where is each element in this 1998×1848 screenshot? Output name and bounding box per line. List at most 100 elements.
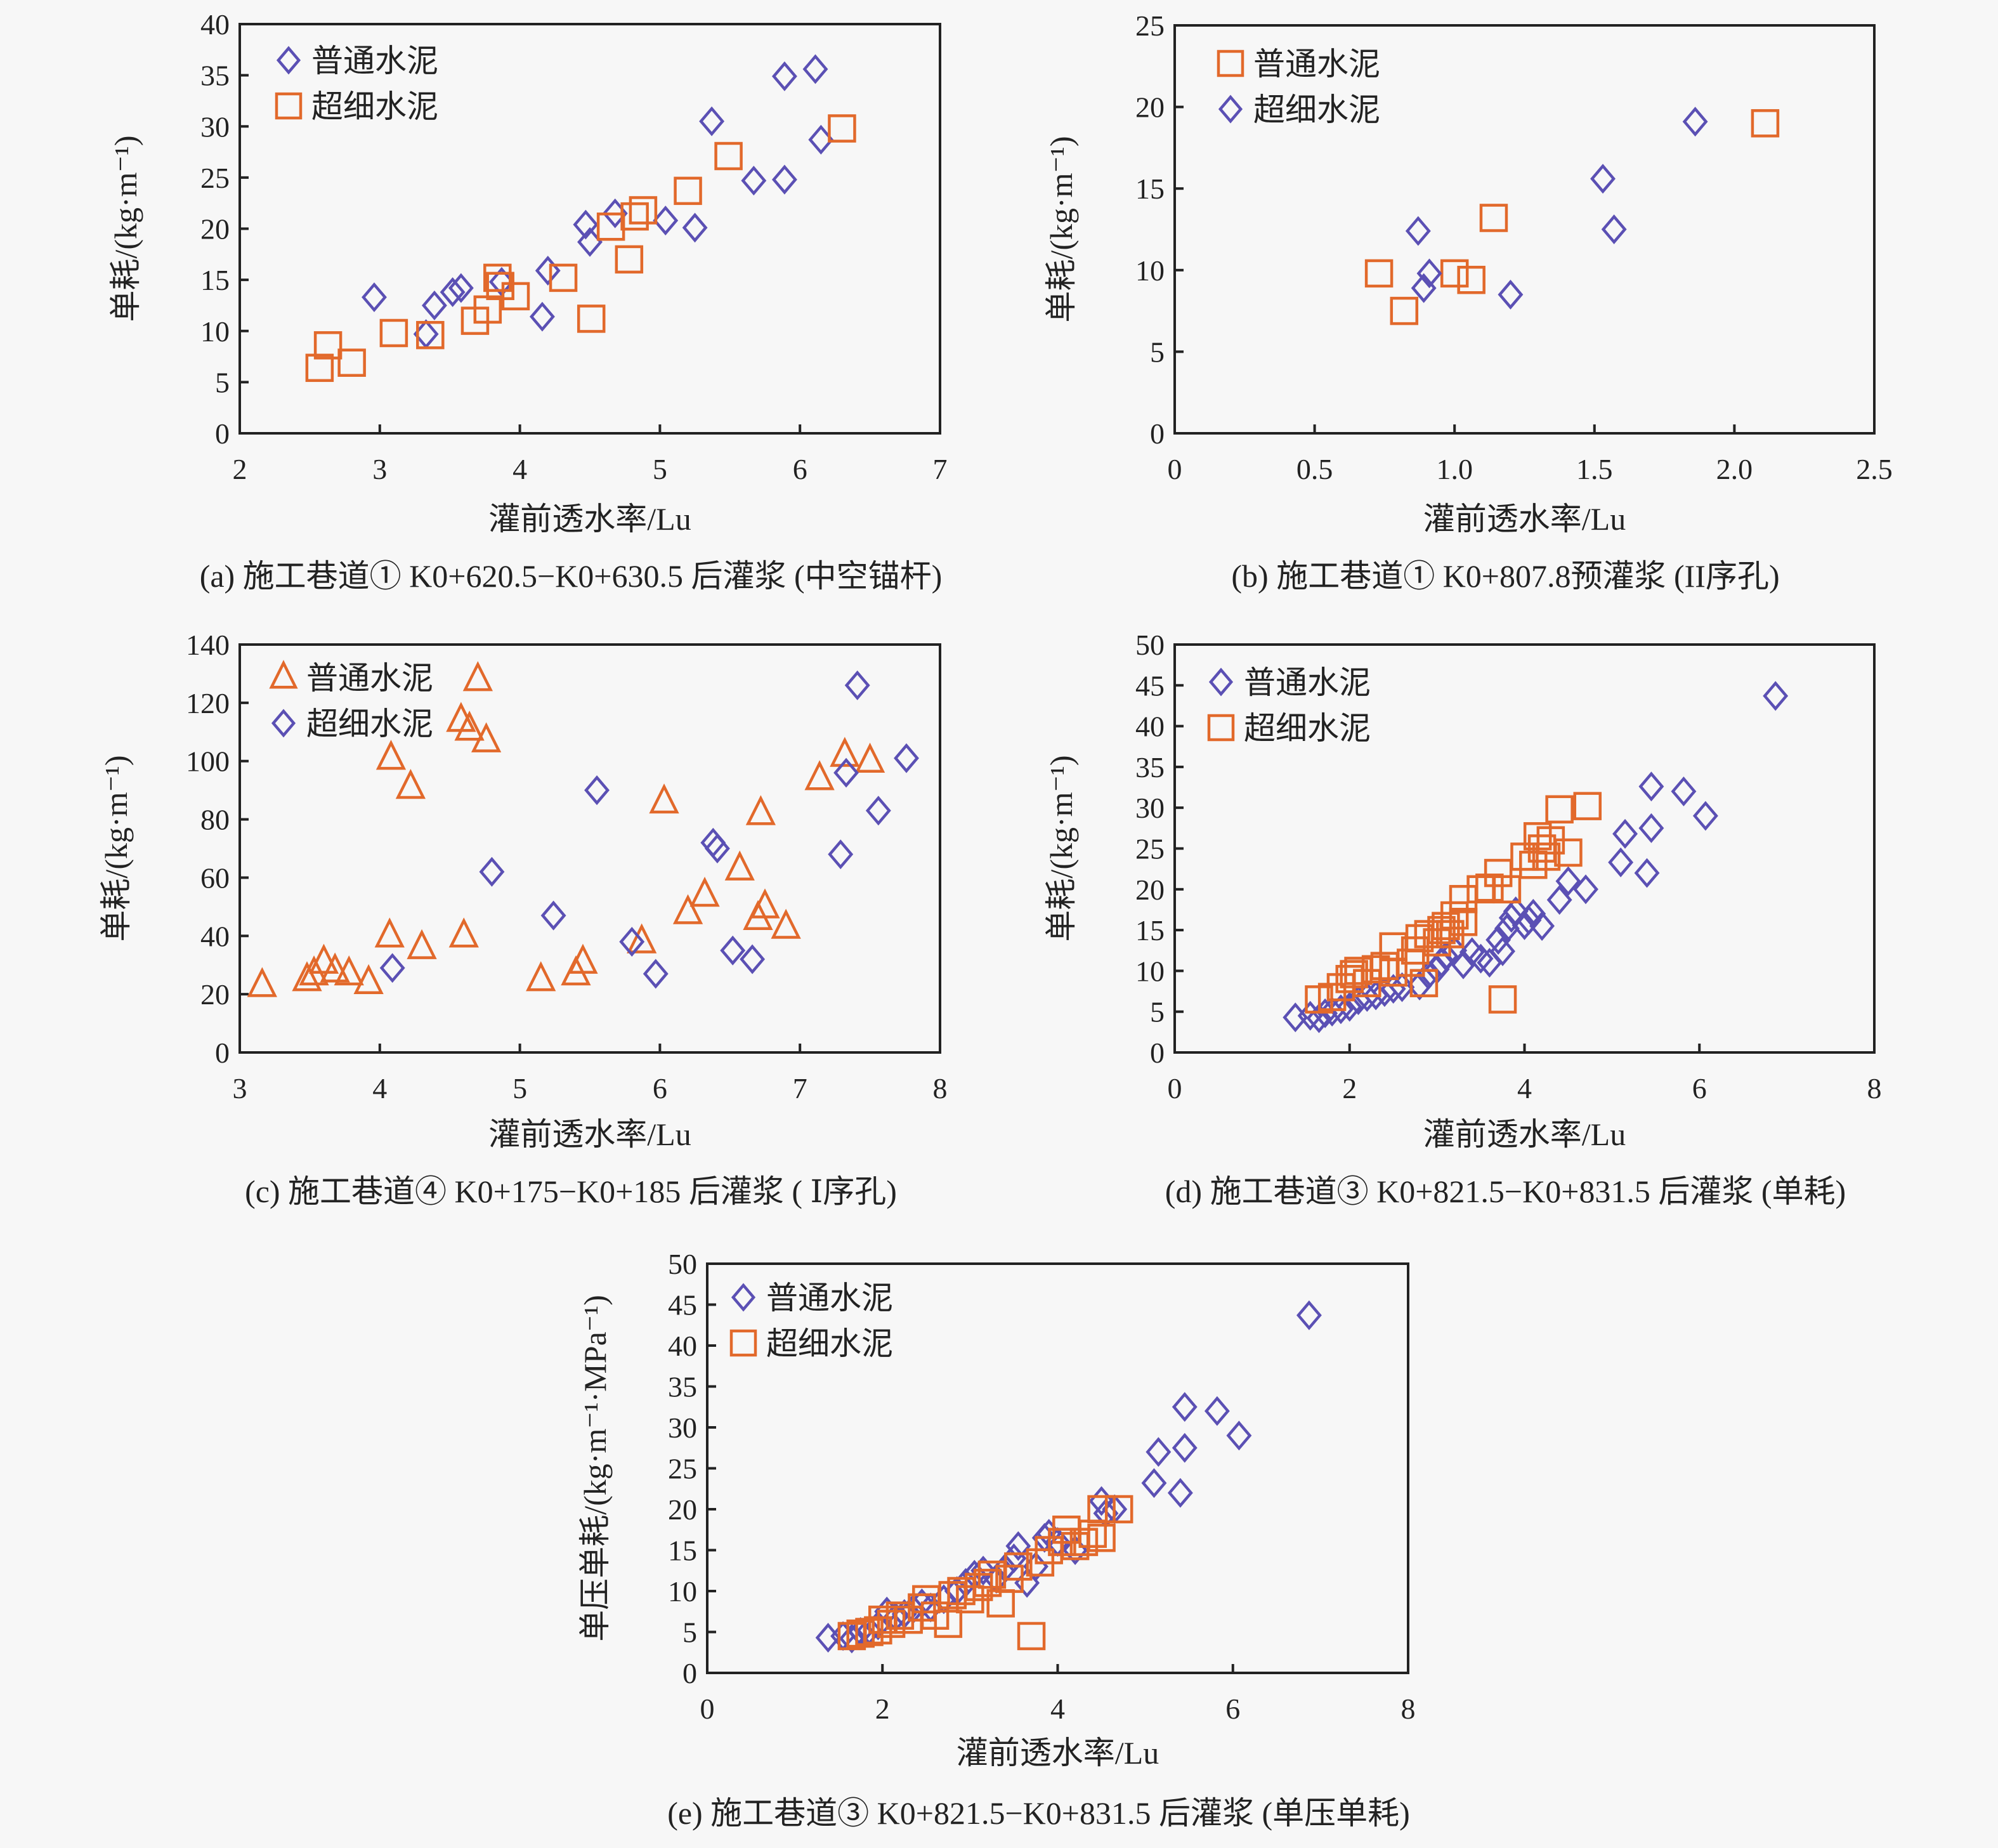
legend-marker-square (729, 1329, 757, 1357)
data-point-diamond (1405, 216, 1431, 246)
data-point-diamond (1546, 885, 1572, 915)
panel-caption: (b) 施工巷道① K0+807.8预灌浆 (II序孔) (1231, 558, 1779, 594)
x-tick-label: 4 (513, 453, 527, 485)
data-point-triangle (724, 850, 755, 881)
legend-label: 超细水泥 (1253, 92, 1380, 128)
data-point-square (305, 353, 334, 383)
legend-label: 超细水泥 (306, 706, 433, 742)
data-point-diamond (720, 935, 746, 966)
data-point-triangle (689, 876, 720, 907)
data-point-diamond (1296, 1300, 1322, 1330)
data-point-diamond (440, 277, 466, 307)
data-point-diamond (1172, 1392, 1198, 1422)
data-point-square (1087, 1495, 1116, 1524)
data-point-diamond (643, 959, 669, 989)
data-point-square (1484, 858, 1513, 888)
data-point-diamond (1634, 858, 1660, 888)
y-axis-title: 单压单耗/(kg·m⁻¹·MPa⁻¹) (577, 1295, 613, 1642)
data-point-diamond (1555, 866, 1581, 896)
y-tick-label: 25 (1135, 10, 1165, 42)
data-point-diamond (741, 166, 767, 196)
data-point-square (1751, 109, 1780, 138)
data-point-diamond (1328, 994, 1354, 1025)
legend-label: 超细水泥 (311, 89, 438, 124)
legend-label: 普通水泥 (311, 43, 438, 79)
data-point-triangle (320, 952, 350, 983)
x-tick-label: 8 (1401, 1693, 1416, 1725)
y-tick-label: 5 (682, 1616, 697, 1649)
data-point-diamond (1468, 943, 1494, 974)
x-tick-label: 4 (1050, 1693, 1065, 1725)
y-tick-label: 50 (1135, 629, 1165, 661)
y-tick-label: 140 (186, 629, 230, 661)
y-tick-label: 20 (1135, 874, 1165, 906)
legend-marker-diamond (276, 46, 301, 75)
y-tick-label: 45 (668, 1289, 697, 1321)
data-point-diamond (1005, 1531, 1031, 1561)
panel-caption: (d) 施工巷道③ K0+821.5−K0+831.5 后灌浆 (单耗) (1165, 1174, 1846, 1209)
data-point-square (1087, 1523, 1116, 1552)
panel-c: 3 4 5 6 7 8020406080100120140灌前透水率/Lu单耗/(kg·m… (98, 629, 948, 1209)
x-tick-label: 2 (1342, 1072, 1357, 1104)
data-point-square (501, 282, 530, 311)
data-point-triangle (830, 737, 860, 767)
x-tick-label: 3 (372, 453, 387, 485)
data-point-triangle (308, 943, 339, 974)
y-tick-label: 25 (668, 1453, 697, 1485)
data-point-square (1573, 792, 1602, 820)
y-tick-label: 20 (1135, 91, 1165, 124)
data-point-diamond (529, 301, 555, 332)
panel-b: 0 0.5 1.0 1.5 2.0 2.5 0 5 10 15 20 25 灌前透水率/Lu 单耗/(kg… (1043, 10, 1893, 594)
panel-d: 0 2 4 6 8 0 5 10 15 20 25 30 35 40 45 50 灌前透水率/Lu 单耗/(kg·… (1043, 629, 1882, 1209)
data-point-triangle (454, 711, 485, 741)
data-point-diamond (1516, 905, 1542, 936)
series-square (305, 114, 856, 383)
data-point-diamond (1226, 1420, 1252, 1451)
data-point-diamond (839, 1623, 865, 1654)
data-point-triangle (771, 908, 801, 939)
data-point-triangle (462, 661, 493, 691)
panel-e: 0 2 4 6 8 0 5 10 15 20 25 30 35 40 45 50 灌前透水率/Lu 单压单耗/(k… (577, 1248, 1416, 1831)
data-point-diamond (1204, 1396, 1230, 1426)
y-tick-label: 5 (1150, 336, 1165, 368)
y-tick-label: 0 (1150, 1037, 1165, 1069)
series-triangle (247, 661, 885, 997)
data-point-square (1492, 875, 1522, 904)
data-point-triangle (568, 943, 598, 974)
y-tick-label: 60 (200, 862, 230, 894)
data-point-triangle (334, 955, 364, 986)
y-axis-title: 单耗/(kg·m⁻¹) (1043, 755, 1079, 941)
data-point-diamond (1692, 801, 1718, 831)
data-point-triangle (407, 929, 437, 959)
data-point-square (877, 1609, 906, 1638)
data-point-square (313, 331, 343, 360)
y-tick-label: 0 (682, 1657, 697, 1689)
x-tick-label: 7 (793, 1072, 807, 1104)
legend-marker-triangle (269, 660, 298, 689)
data-point-diamond (1498, 279, 1524, 310)
data-point-triangle (750, 888, 780, 919)
data-point-square (1409, 969, 1439, 997)
data-point-triangle (353, 964, 384, 995)
data-point-diamond (1638, 813, 1664, 843)
data-point-diamond (1763, 681, 1789, 711)
data-point-diamond (1146, 1437, 1172, 1467)
data-point-diamond (1306, 1003, 1332, 1033)
x-tick-label: 5 (513, 1072, 527, 1104)
data-point-square (379, 318, 408, 348)
panel-caption: (a) 施工巷道① K0+620.5−K0+630.5 后灌浆 (中空锚杆) (200, 558, 943, 594)
y-tick-label: 10 (1135, 955, 1165, 987)
y-tick-label: 10 (668, 1575, 697, 1608)
panel-caption: (e) 施工巷道③ K0+821.5−K0+831.5 后灌浆 (单压单耗) (667, 1795, 1410, 1831)
x-tick-label: 8 (933, 1072, 948, 1104)
legend-label: 普通水泥 (1253, 46, 1380, 82)
y-tick-label: 50 (668, 1248, 697, 1280)
panel-caption: (c) 施工巷道④ K0+175−K0+185 后灌浆 ( Ⅰ序孔) (245, 1174, 897, 1209)
x-axis-title: 灌前透水率/Lu (488, 1117, 691, 1152)
